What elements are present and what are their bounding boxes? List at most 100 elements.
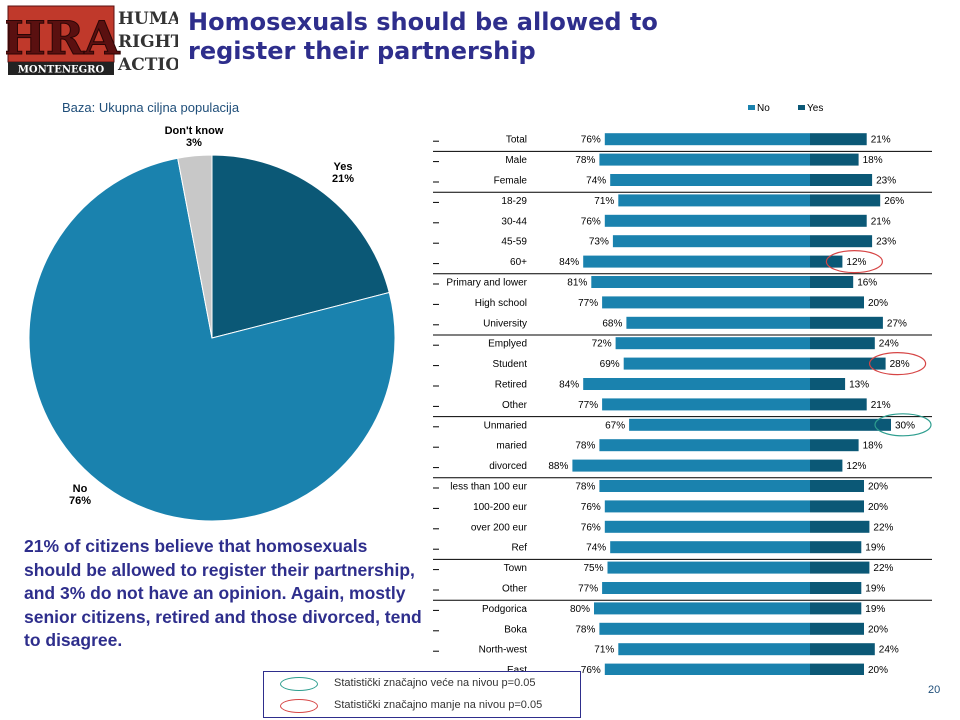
bar-no <box>599 153 810 166</box>
category-label: 60+ <box>510 257 527 268</box>
bar-yes <box>810 480 864 492</box>
bar-yes <box>810 153 859 166</box>
pie-value-don-t-know: 3% <box>186 137 202 149</box>
pie-label-don-t-know: Don't know <box>165 125 224 137</box>
bar-yes-label: 13% <box>849 380 869 391</box>
bar-yes-label: 18% <box>863 155 883 166</box>
bar-yes-label: 16% <box>857 278 877 289</box>
bar-yes-label: 12% <box>846 257 866 268</box>
bar-yes <box>810 643 875 656</box>
summary-text: 21% of citizens believe that homosexuals… <box>24 536 422 650</box>
bar-no <box>610 541 810 554</box>
bar-no-label: 77% <box>578 400 598 411</box>
bar-no <box>572 459 810 472</box>
bar-no-label: 67% <box>605 420 625 431</box>
bar-no <box>618 643 810 656</box>
pie-slice-no <box>28 157 396 522</box>
bar-no-label: 78% <box>575 482 595 493</box>
hra-logo: HRA MONTENEGRO HUMAN RIGHTS ACTION <box>6 5 178 76</box>
bar-yes-label: 28% <box>890 359 910 370</box>
bar-no <box>615 337 810 350</box>
teal-circle-icon <box>280 677 318 691</box>
category-label: Other <box>502 584 528 595</box>
category-label: over 200 eur <box>471 522 528 533</box>
bar-no <box>594 602 810 615</box>
bar-yes-label: 24% <box>879 645 899 656</box>
significance-marker-lower <box>869 352 927 376</box>
category-label: Unmaried <box>484 420 527 431</box>
category-label: Boka <box>504 624 527 635</box>
significance-marker-higher <box>874 413 932 437</box>
bar-legend: No Yes <box>748 103 823 114</box>
pie-value-no: 76% <box>69 495 91 507</box>
bar-row-town: Town 75% 22% <box>504 561 894 574</box>
category-label: 100-200 eur <box>473 502 528 513</box>
bar-yes-label: 27% <box>887 318 907 329</box>
pie-slice-don-t-know <box>177 154 213 339</box>
bar-no <box>604 663 810 675</box>
legend-label-no: No <box>757 103 770 114</box>
red-circle-icon <box>280 699 318 713</box>
bar-yes-label: 22% <box>873 563 893 574</box>
category-label: maried <box>496 441 527 452</box>
bar-no <box>618 194 810 207</box>
bar-row-student: Student 69% 28% <box>493 357 910 370</box>
bar-yes-label: 18% <box>863 441 883 452</box>
bar-no-label: 68% <box>602 318 622 329</box>
category-label: Primary and lower <box>446 278 527 289</box>
bar-yes-label: 19% <box>865 543 885 554</box>
bar-yes <box>810 378 846 390</box>
legend-label-yes: Yes <box>807 103 823 114</box>
bar-no-label: 76% <box>581 522 601 533</box>
bar-row-boka: Boka 78% 20% <box>504 622 888 635</box>
bar-no-label: 76% <box>581 135 601 146</box>
bar-yes-label: 23% <box>876 237 896 248</box>
bar-no-label: 77% <box>578 584 598 595</box>
bar-yes <box>810 520 870 533</box>
bar-no <box>602 398 810 411</box>
category-label: less than 100 eur <box>450 482 527 493</box>
bar-row-18-29: 18-29 71% 26% <box>501 194 904 207</box>
bar-yes-label: 19% <box>865 604 885 615</box>
bar-no-label: 69% <box>600 359 620 370</box>
logo-word-action: ACTION <box>117 55 178 75</box>
bar-row-podgorica: Podgorica 80% 19% <box>482 602 885 615</box>
bar-yes <box>810 439 859 452</box>
category-label: East <box>507 665 527 675</box>
bar-yes <box>810 133 867 146</box>
bar-row-retired: Retired 84% 13% <box>495 378 869 391</box>
category-label: Ref <box>511 543 527 554</box>
pie-value-yes: 21% <box>332 173 354 185</box>
bar-row-other: Other 77% 19% <box>502 582 885 595</box>
category-label: Town <box>504 563 527 574</box>
bar-no-label: 88% <box>548 461 568 472</box>
bar-yes-label: 21% <box>871 216 891 227</box>
bar-no <box>602 296 810 309</box>
bar-no <box>604 500 810 513</box>
legend-higher-text: Statistički značajno veće na nivou p=0.0… <box>334 677 536 689</box>
bar-yes <box>810 235 873 248</box>
category-label: Emplyed <box>488 339 527 350</box>
bar-row-over-200-eur: over 200 eur 76% 22% <box>471 520 894 533</box>
bar-row-primary-and-lower: Primary and lower 81% 16% <box>446 276 877 289</box>
category-label: 18-29 <box>501 196 527 207</box>
bar-yes <box>810 276 854 288</box>
logo-word-human: HUMAN <box>118 9 178 29</box>
category-label: North-west <box>479 645 528 656</box>
bar-no <box>583 255 810 268</box>
bar-no-label: 74% <box>586 176 606 187</box>
bar-row-30-44: 30-44 76% 21% <box>501 214 891 227</box>
base-label: Baza: Ukupna ciljna populacija <box>62 100 240 115</box>
legend-row-higher: Statistički značajno veće na nivou p=0.0… <box>264 673 580 695</box>
bar-yes-label: 30% <box>895 420 915 431</box>
bar-yes <box>810 398 867 411</box>
bar-no <box>591 276 810 288</box>
bar-no-label: 72% <box>592 339 612 350</box>
pie-slice-yes <box>211 154 390 339</box>
significance-legend: Statistički značajno veće na nivou p=0.0… <box>263 671 581 718</box>
bar-row-university: University 68% 27% <box>483 316 907 329</box>
bar-no <box>607 561 810 574</box>
bar-no-label: 71% <box>594 645 614 656</box>
category-label: divorced <box>489 461 527 472</box>
bar-yes-label: 21% <box>871 135 891 146</box>
